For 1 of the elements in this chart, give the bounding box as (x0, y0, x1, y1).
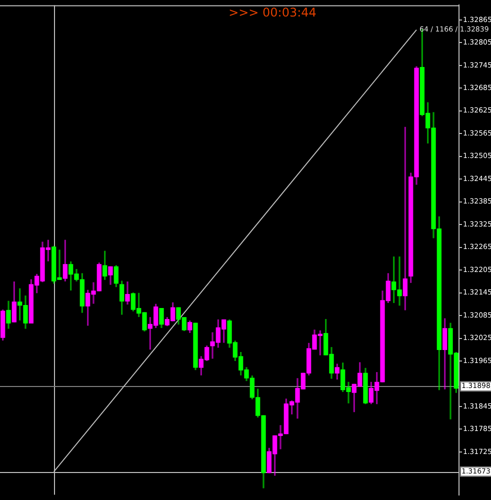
annotation: >>> 00:03:44 (228, 5, 316, 20)
